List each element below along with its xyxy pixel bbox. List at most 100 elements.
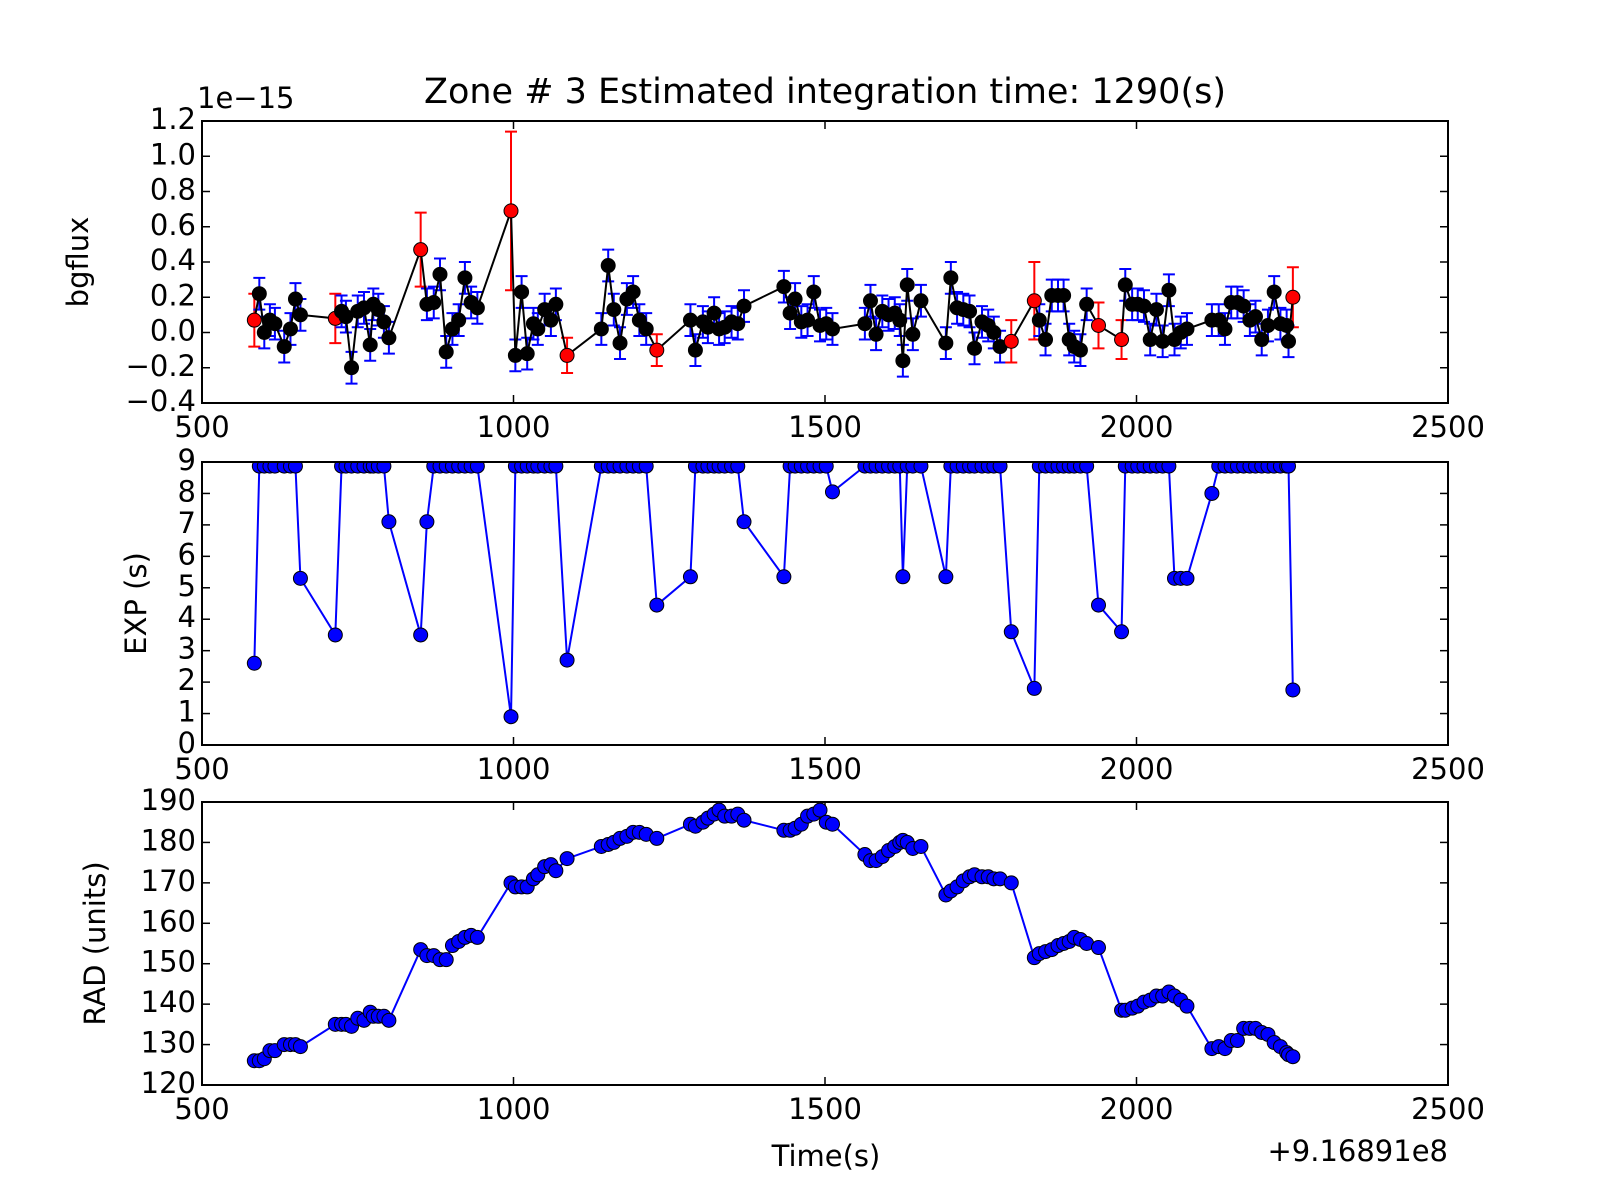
data-point <box>1072 342 1088 358</box>
y-tick-label: 160 <box>141 904 196 938</box>
data-point <box>381 330 397 346</box>
data-point <box>992 462 1008 474</box>
y-axis-label: RAD (units) <box>78 861 112 1025</box>
data-point <box>967 340 983 356</box>
data-point <box>1090 597 1106 613</box>
data-point <box>451 312 467 328</box>
data-point <box>736 514 752 530</box>
x-tick-label: 1500 <box>788 752 862 786</box>
data-point <box>376 462 392 474</box>
plot-area <box>246 462 1301 725</box>
data-point <box>1038 332 1054 348</box>
data-point <box>1204 485 1220 501</box>
data-point <box>1003 624 1019 640</box>
y-tick-label: 170 <box>141 864 196 898</box>
plot-area <box>246 802 1301 1069</box>
data-point <box>649 342 665 358</box>
data-point <box>649 830 665 846</box>
data-point <box>1281 462 1297 474</box>
y-axis-label: EXP (s) <box>119 552 153 655</box>
x-tick-label: 2500 <box>1411 410 1485 444</box>
data-point <box>543 312 559 328</box>
data-point <box>419 514 435 530</box>
data-point <box>638 321 654 337</box>
x-offset-label: +9.16891e8 <box>1267 1134 1448 1168</box>
data-point <box>1247 309 1263 325</box>
data-point <box>282 321 298 337</box>
data-point <box>800 312 816 328</box>
data-point <box>905 326 921 342</box>
data-point <box>1026 293 1042 309</box>
data-point <box>267 316 283 332</box>
data-point <box>519 346 535 362</box>
data-point <box>649 597 665 613</box>
data-point <box>246 655 262 671</box>
data-point <box>381 514 397 530</box>
data-point <box>1179 570 1195 586</box>
y-tick-label: 9 <box>178 443 196 477</box>
data-point <box>370 302 386 318</box>
data-point <box>638 462 654 474</box>
y-tick-label: 3 <box>178 632 196 666</box>
data-point <box>1285 682 1301 698</box>
data-point <box>376 314 392 330</box>
data-point <box>1279 317 1295 333</box>
data-point <box>682 569 698 585</box>
data-point <box>1179 998 1195 1014</box>
data-point <box>730 316 746 332</box>
data-point <box>913 293 929 309</box>
y-tick-label: 180 <box>141 823 196 857</box>
data-point <box>287 462 303 474</box>
y-tick-label: 2 <box>178 663 196 697</box>
data-point <box>776 279 792 295</box>
data-point <box>503 203 519 219</box>
x-tick-label: 1500 <box>788 1092 862 1126</box>
x-axis-label: Time(s) <box>771 1139 881 1173</box>
data-point <box>787 291 803 307</box>
data-point <box>1161 462 1177 474</box>
data-point <box>1114 332 1130 348</box>
data-point <box>469 929 485 945</box>
y-tick-label: 0 <box>178 726 196 760</box>
data-point <box>432 266 448 282</box>
x-tick-label: 500 <box>174 752 229 786</box>
data-point <box>682 312 698 328</box>
x-tick-label: 2000 <box>1100 410 1174 444</box>
data-point <box>548 296 564 312</box>
data-point <box>438 344 454 360</box>
data-point <box>862 293 878 309</box>
data-point <box>868 326 884 342</box>
x-tick-label: 2500 <box>1411 752 1485 786</box>
data-point <box>938 335 954 351</box>
data-point <box>824 816 840 832</box>
data-point <box>1281 333 1297 349</box>
axes-frame <box>201 120 1449 404</box>
x-tick-label: 1500 <box>788 410 862 444</box>
data-point <box>730 462 746 474</box>
data-point <box>938 569 954 585</box>
data-point <box>1161 282 1177 298</box>
x-tick-label: 500 <box>174 410 229 444</box>
data-point <box>1236 298 1252 314</box>
y-tick-label: 190 <box>141 783 196 817</box>
plot-area <box>246 130 1301 385</box>
data-point <box>1266 284 1282 300</box>
data-point <box>782 305 798 321</box>
data-point <box>292 570 308 586</box>
data-point <box>559 851 575 867</box>
x-tick-label: 1000 <box>477 1092 551 1126</box>
data-point <box>812 802 828 818</box>
data-point <box>362 337 378 353</box>
y-tick-label: 0.2 <box>150 278 196 312</box>
data-point <box>736 812 752 828</box>
data-point <box>706 305 722 321</box>
data-point <box>1148 302 1164 318</box>
data-point <box>559 652 575 668</box>
data-point <box>530 321 546 337</box>
x-tick-label: 500 <box>174 1092 229 1126</box>
data-point <box>593 321 609 337</box>
data-point <box>612 335 628 351</box>
y-tick-label: 120 <box>141 1066 196 1100</box>
